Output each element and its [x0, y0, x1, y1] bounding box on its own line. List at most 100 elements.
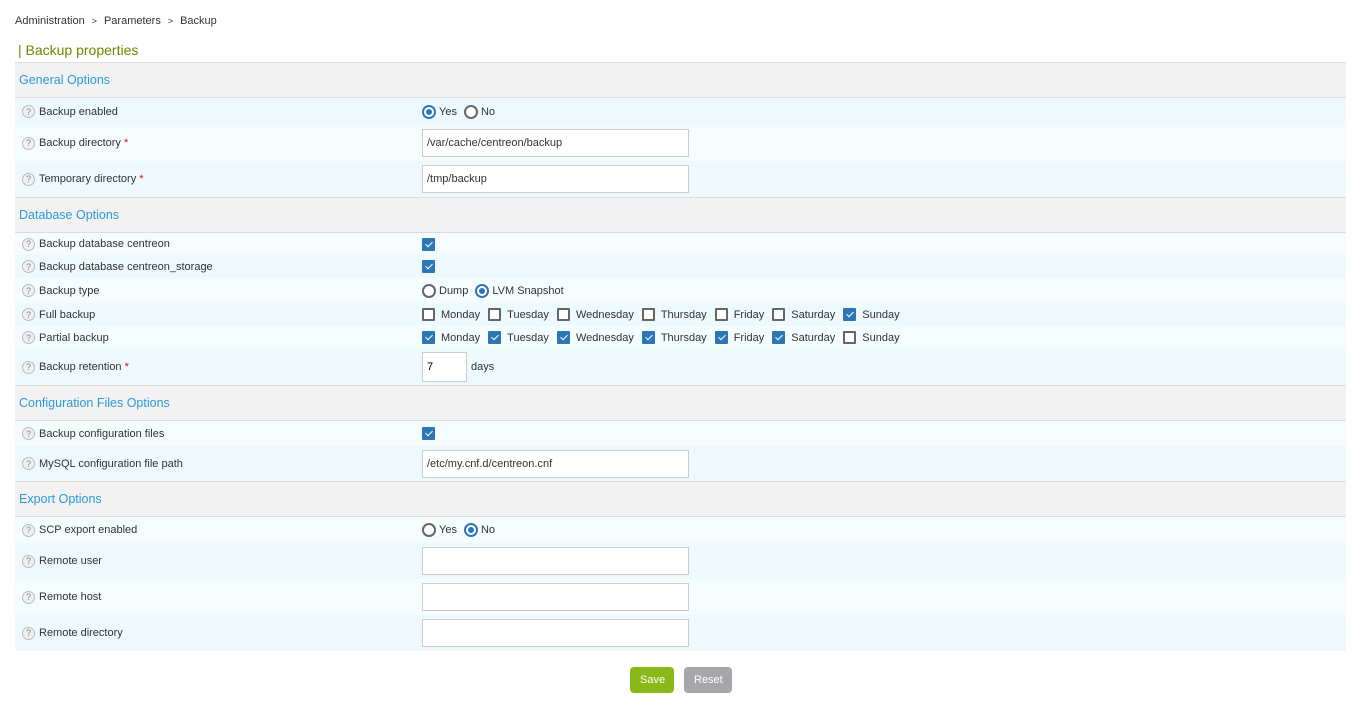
field-value	[422, 237, 441, 251]
form-row-temporary-directory: ? Temporary directory * /tmp/backup	[15, 161, 1346, 197]
day-label: Tuesday	[507, 331, 549, 344]
day-checkbox[interactable]	[714, 308, 728, 321]
save-button[interactable]: Save	[630, 667, 674, 693]
field-value: /var/cache/centreon/backup	[422, 129, 689, 157]
field-label: ? Partial backup	[15, 331, 422, 344]
day-checkbox[interactable]	[772, 308, 786, 321]
help-icon[interactable]: ?	[22, 172, 35, 186]
radio-option-no[interactable]: No	[463, 104, 496, 119]
breadcrumb-administration[interactable]: Administration	[15, 15, 85, 27]
day-option-wednesday[interactable]: Wednesday	[556, 308, 634, 321]
day-label: Thursday	[660, 308, 707, 321]
day-checkbox[interactable]	[641, 308, 655, 321]
backup-retention-input[interactable]	[422, 352, 467, 382]
breadcrumb-separator: >	[167, 16, 174, 26]
backup-database-centreon-checkbox[interactable]	[422, 237, 435, 251]
help-icon[interactable]: ?	[22, 523, 35, 537]
day-label: Tuesday	[507, 308, 549, 321]
radio-button[interactable]	[475, 283, 490, 298]
backup-configuration-files-checkbox[interactable]	[422, 427, 435, 440]
day-checkbox[interactable]	[488, 331, 502, 344]
radio-label: No	[480, 105, 496, 118]
day-label: Sunday	[862, 331, 900, 344]
temporary-directory-input[interactable]: /tmp/backup	[422, 165, 689, 193]
radio-option-yes[interactable]: Yes	[422, 523, 457, 537]
day-option-saturday[interactable]: Saturday	[772, 331, 835, 344]
day-checkbox[interactable]	[556, 308, 570, 321]
mysql-configuration-file-path-input[interactable]: /etc/my.cnf.d/centreon.cnf	[422, 449, 689, 478]
day-checkbox[interactable]	[641, 331, 655, 344]
help-icon[interactable]: ?	[22, 626, 35, 640]
help-icon[interactable]: ?	[22, 284, 35, 297]
day-option-wednesday[interactable]: Wednesday	[556, 331, 634, 344]
remote-host-input[interactable]	[422, 583, 689, 611]
day-option-tuesday[interactable]: Tuesday	[488, 308, 549, 321]
help-icon[interactable]: ?	[22, 308, 35, 321]
backup-directory-input[interactable]: /var/cache/centreon/backup	[422, 129, 689, 157]
field-label: ? Full backup	[15, 308, 422, 321]
radio-button[interactable]	[463, 104, 478, 119]
day-option-monday[interactable]: Monday	[422, 331, 480, 344]
day-checkbox[interactable]	[488, 308, 502, 321]
label-text: Remote host	[39, 591, 102, 603]
day-checkbox[interactable]	[772, 331, 786, 344]
help-icon[interactable]: ?	[22, 136, 35, 150]
breadcrumb-parameters[interactable]: Parameters	[103, 15, 161, 27]
day-option-saturday[interactable]: Saturday	[772, 308, 835, 321]
day-checkbox[interactable]	[843, 331, 857, 344]
day-option-friday[interactable]: Friday	[714, 308, 764, 321]
day-option-thursday[interactable]: Thursday	[641, 331, 707, 344]
backup-database-centreon-storage-checkbox[interactable]	[422, 260, 435, 273]
help-icon[interactable]: ?	[22, 360, 35, 374]
field-value: Yes No	[422, 104, 502, 119]
form-row-backup-directory: ? Backup directory * /var/cache/centreon/ba…	[15, 125, 1346, 161]
remote-user-input[interactable]	[422, 547, 689, 575]
day-checkbox[interactable]	[422, 308, 435, 321]
breadcrumb-backup[interactable]: Backup	[180, 15, 217, 27]
field-label: ? Remote host	[15, 590, 422, 604]
radio-option-dump[interactable]: Dump	[422, 283, 468, 298]
radio-option-lvm-snapshot[interactable]: LVM Snapshot	[475, 283, 564, 298]
field-label: ? Backup configuration files	[15, 427, 422, 440]
day-label: Monday	[441, 308, 481, 321]
radio-option-no[interactable]: No	[463, 523, 495, 537]
field-value	[422, 619, 689, 647]
breadcrumb-separator: >	[91, 16, 97, 26]
radio-button[interactable]	[422, 283, 436, 298]
unit-label: days	[471, 361, 495, 373]
day-option-friday[interactable]: Friday	[714, 331, 764, 344]
label-text: Full backup	[39, 308, 96, 321]
field-value	[422, 547, 689, 575]
help-icon[interactable]: ?	[22, 260, 35, 273]
day-option-sunday[interactable]: Sunday	[843, 308, 900, 321]
day-option-thursday[interactable]: Thursday	[641, 308, 707, 321]
required-asterisk: *	[124, 361, 129, 373]
help-icon[interactable]: ?	[22, 331, 35, 344]
radio-option-yes[interactable]: Yes	[422, 104, 457, 119]
radio-label: LVM Snapshot	[492, 284, 564, 297]
help-icon[interactable]: ?	[22, 237, 35, 251]
help-icon[interactable]: ?	[22, 457, 35, 470]
day-checkbox[interactable]	[714, 331, 728, 344]
day-option-tuesday[interactable]: Tuesday	[488, 331, 549, 344]
day-checkbox[interactable]	[422, 331, 435, 344]
remote-directory-input[interactable]	[422, 619, 689, 647]
radio-button[interactable]	[422, 104, 436, 119]
help-icon[interactable]: ?	[22, 427, 35, 440]
radio-button[interactable]	[422, 523, 436, 537]
help-icon[interactable]: ?	[22, 590, 35, 604]
field-label: ? Temporary directory *	[15, 172, 422, 186]
reset-button[interactable]: Reset	[684, 667, 732, 693]
form-row-backup-type: ? Backup type Dump LVM Snapshot	[15, 278, 1346, 303]
field-value	[422, 583, 689, 611]
help-icon[interactable]: ?	[22, 105, 35, 118]
day-checkbox[interactable]	[843, 308, 857, 321]
input-value: /var/cache/centreon/backup	[427, 137, 563, 149]
day-label: Saturday	[791, 308, 836, 321]
label-text: Backup database centreon_storage	[39, 260, 213, 273]
day-option-monday[interactable]: Monday	[422, 308, 480, 321]
help-icon[interactable]: ?	[22, 554, 35, 568]
day-option-sunday[interactable]: Sunday	[843, 331, 900, 344]
day-checkbox[interactable]	[556, 331, 570, 344]
radio-button[interactable]	[463, 523, 478, 537]
